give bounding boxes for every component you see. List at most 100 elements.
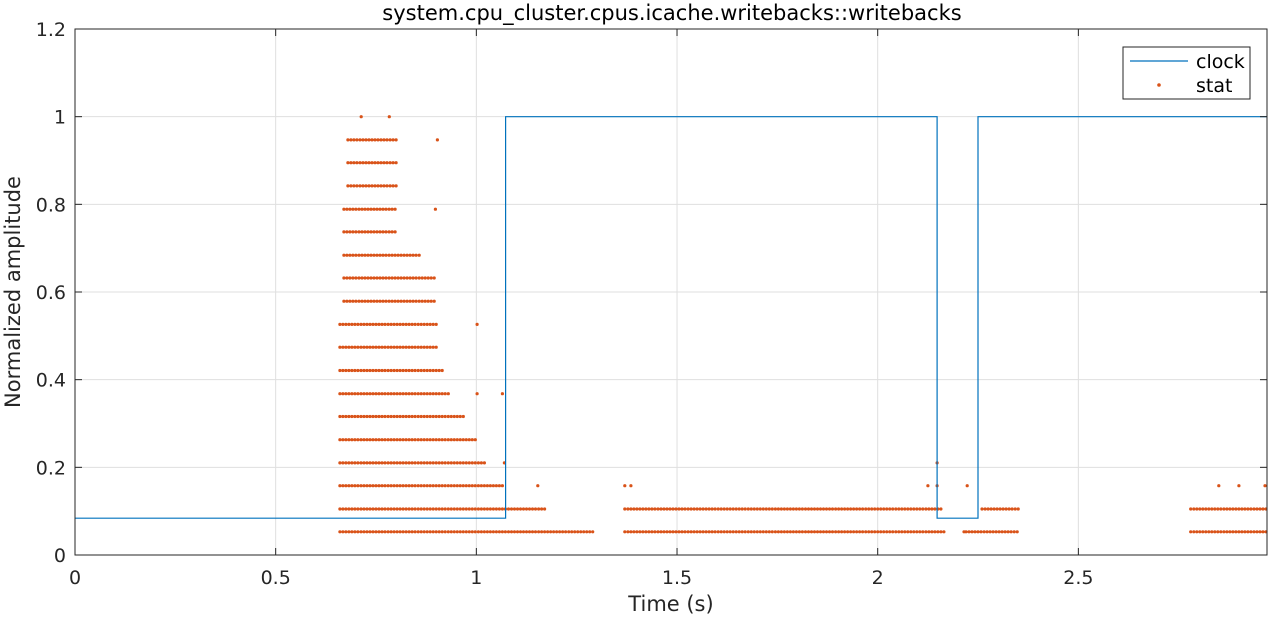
stat-point	[362, 484, 366, 488]
stat-point	[405, 276, 409, 280]
stat-point	[767, 530, 771, 534]
stat-point	[962, 530, 966, 534]
stat-point	[390, 253, 394, 257]
stat-point	[356, 322, 360, 326]
stat-point	[346, 138, 350, 142]
y-tick-label: 1	[54, 107, 66, 129]
stat-point	[683, 507, 687, 511]
stat-point	[455, 507, 459, 511]
stat-point	[383, 461, 387, 465]
stat-point	[355, 138, 359, 142]
stat-point	[803, 530, 808, 534]
stat-point	[437, 484, 441, 488]
stat-point	[416, 368, 420, 373]
stat-point	[398, 484, 402, 488]
stat-point	[387, 207, 391, 211]
stat-point	[362, 507, 366, 511]
stat-point	[401, 461, 405, 465]
stat-point	[425, 322, 429, 326]
stat-point	[376, 138, 380, 142]
stat-point	[399, 253, 403, 257]
stat-point	[980, 507, 984, 511]
stat-point	[852, 507, 856, 511]
stat-point	[383, 530, 387, 534]
stat-point	[794, 530, 799, 534]
stat-point	[437, 530, 441, 534]
stat-point	[344, 438, 348, 442]
stat-point	[383, 322, 387, 326]
stat-point	[341, 461, 345, 465]
stat-point	[662, 507, 666, 511]
stat-point	[373, 138, 377, 142]
stat-point	[564, 530, 568, 534]
stat-point	[752, 507, 756, 511]
stat-point	[374, 530, 378, 534]
stat-point	[1240, 507, 1244, 511]
stat-point	[752, 530, 756, 534]
stat-point	[413, 414, 417, 419]
stat-point	[384, 276, 388, 280]
stat-point	[392, 322, 396, 326]
stat-point	[407, 507, 411, 511]
stat-point	[1195, 507, 1199, 511]
stat-point	[357, 207, 361, 211]
stat-point	[815, 507, 820, 511]
stat-point	[429, 276, 433, 280]
stat-point	[392, 438, 396, 442]
stat-point	[985, 530, 989, 534]
stat-point	[416, 530, 420, 534]
x-tick-label: 2	[872, 567, 884, 589]
stat-point	[416, 322, 420, 326]
stat-point	[386, 530, 390, 534]
stat-point	[994, 530, 998, 534]
stat-point	[1219, 507, 1223, 511]
stat-point	[1252, 530, 1256, 534]
stat-point	[383, 392, 387, 396]
stat-point	[653, 507, 657, 511]
stat-point	[369, 276, 373, 280]
legend-stat-marker	[1157, 83, 1161, 87]
x-axis-ticks: 0 0.5 1 1.5 2 2.5	[69, 29, 1093, 589]
stat-point	[350, 392, 354, 396]
stat-point	[743, 507, 747, 511]
stat-point	[365, 322, 369, 326]
stat-point	[758, 530, 762, 534]
stat-point	[377, 530, 381, 534]
stat-point	[991, 530, 995, 534]
stat-point	[354, 230, 358, 234]
stat-point	[497, 507, 501, 511]
stat-point	[464, 438, 468, 442]
stat-point	[389, 345, 393, 349]
stat-point	[458, 507, 462, 511]
stat-point	[401, 368, 405, 373]
stat-point	[967, 530, 971, 534]
stat-point	[494, 507, 498, 511]
stat-point	[386, 345, 390, 349]
stat-point	[378, 253, 382, 257]
stat-point	[392, 530, 396, 534]
stat-point	[365, 392, 369, 396]
stat-point	[719, 530, 723, 534]
stat-point	[497, 530, 501, 534]
stat-point	[849, 507, 853, 511]
stat-point	[385, 161, 389, 165]
stat-point	[662, 530, 666, 534]
y-axis-ticks: 0 0.2 0.4 0.6 0.8 1 1.2	[36, 19, 1267, 567]
stat-point	[391, 138, 395, 142]
stat-point	[359, 392, 363, 396]
stat-point	[434, 392, 438, 396]
stat-point	[683, 530, 687, 534]
stat-point	[407, 438, 411, 442]
stat-point	[773, 530, 778, 534]
stat-point	[338, 322, 342, 326]
stat-point	[764, 530, 768, 534]
stat-point	[1255, 507, 1259, 511]
stat-point	[404, 530, 408, 534]
stat-point	[876, 530, 880, 534]
stat-point	[482, 461, 486, 465]
stat-point	[365, 414, 369, 419]
stat-point	[638, 507, 642, 511]
stat-point	[431, 392, 435, 396]
stat-point	[924, 530, 928, 534]
y-tick-label: 0.2	[36, 457, 66, 479]
